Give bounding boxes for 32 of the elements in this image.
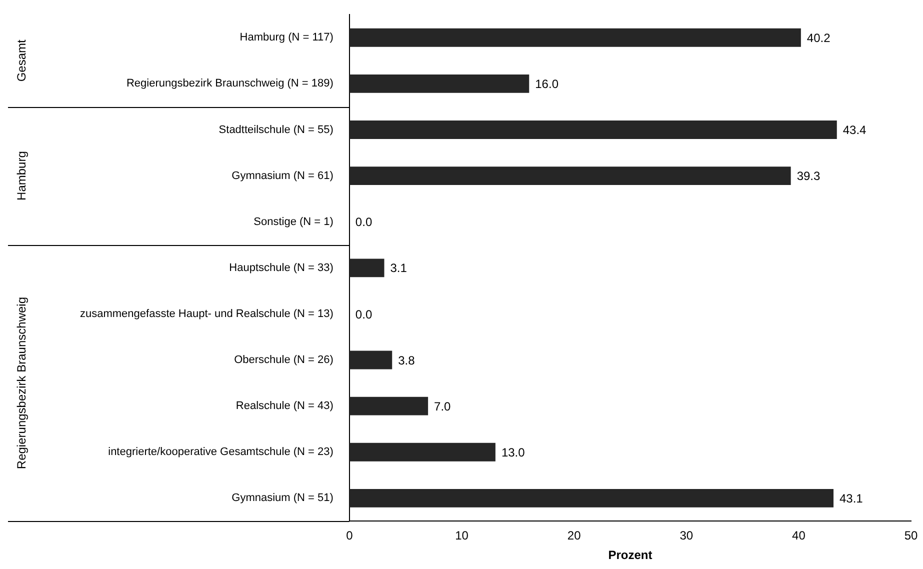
y-tick-label: Gymnasium (N = 61) xyxy=(232,170,334,182)
y-tick-label: integrierte/kooperative Gesamtschule (N = 23) xyxy=(108,446,334,458)
y-tick-label: Sonstige (N = 1) xyxy=(254,216,334,228)
x-axis-title: Prozent xyxy=(608,548,652,562)
data-label: 43.4 xyxy=(842,123,867,138)
y-tick-label: Oberschule (N = 26) xyxy=(234,354,334,366)
text: Regierungsbezirk Braunschweig xyxy=(14,296,28,470)
y-tick-label: Hamburg (N = 117) xyxy=(240,32,334,44)
data-label: 39.3 xyxy=(796,169,821,184)
data-label: 16.0 xyxy=(535,76,559,91)
x-tick-label: 0 xyxy=(346,528,354,543)
data-label: 40.2 xyxy=(806,30,831,45)
data-label: 7.0 xyxy=(434,399,452,414)
data-label: 13.0 xyxy=(501,445,526,460)
text: Gesamt xyxy=(14,38,28,82)
data-label: 3.8 xyxy=(398,353,416,368)
x-tick-label: 30 xyxy=(680,528,694,543)
x-tick-label: 40 xyxy=(792,528,806,543)
data-label: 3.1 xyxy=(390,261,408,276)
y-tick-label: Regierungsbezirk Braunschweig (N = 189) xyxy=(126,78,334,90)
y-tick-label: Gymnasium (N = 51) xyxy=(232,492,334,504)
text: Hamburg xyxy=(14,151,28,200)
x-tick-label: 20 xyxy=(567,528,582,543)
x-tick-label: 10 xyxy=(455,528,469,543)
x-tick-label: 50 xyxy=(904,528,918,543)
data-label: 43.1 xyxy=(840,491,864,506)
data-label: 0.0 xyxy=(355,307,372,322)
y-tick-label: Realschule (N = 43) xyxy=(236,400,334,412)
y-tick-label: Hauptschule (N = 33) xyxy=(229,262,334,274)
y-tick-label: zusammengefasste Haupt- und Realschule (N = 13) xyxy=(80,308,334,320)
y-tick-label: Stadtteilschule (N = 55) xyxy=(218,124,334,136)
data-label: 0.0 xyxy=(355,215,372,230)
